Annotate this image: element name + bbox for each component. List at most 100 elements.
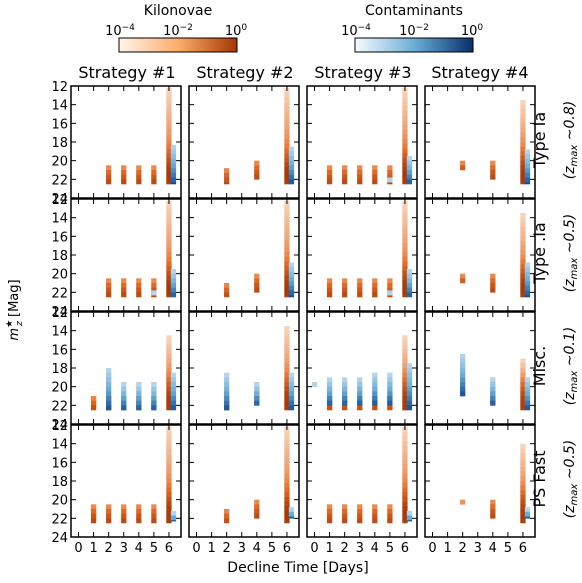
kilonova-bin [284, 238, 290, 244]
kilonova-bin [106, 179, 112, 185]
x-tick-label: 3 [238, 541, 246, 556]
row-label-2-name: Misc. [530, 346, 549, 386]
kilonova-bin [402, 275, 408, 281]
kilonova-bin [342, 287, 348, 293]
kilonova-column-0 [460, 499, 466, 505]
kilonova-bin [402, 224, 408, 230]
contaminant-bin [106, 368, 112, 373]
kilonova-column-2 [357, 278, 363, 298]
kilonova-bin [106, 174, 112, 180]
kilonova-bin [166, 219, 172, 225]
kilonova-bin [166, 377, 172, 383]
y-tick-label: 12 [51, 419, 68, 434]
kilonova-bin [402, 233, 408, 239]
kilonova-bin [284, 289, 290, 295]
kilonova-bin [372, 509, 378, 514]
contaminant-bin [170, 144, 177, 150]
kilonova-bin [490, 499, 496, 505]
contaminant-bin [288, 377, 295, 383]
kilonova-bin [402, 129, 408, 135]
kilonova-bin [166, 284, 172, 290]
contaminant-bin [288, 405, 295, 411]
kilonova-bin [326, 292, 333, 298]
kilonova-column-2 [520, 443, 526, 524]
kilonova-bin [166, 129, 172, 135]
contaminant-bin [406, 386, 413, 392]
kilonova-column-0 [90, 504, 97, 524]
kilonova-bin [520, 231, 526, 237]
contaminant-bin [460, 368, 466, 373]
kilonova-bin [166, 372, 172, 378]
kilonova-bin [520, 457, 526, 463]
panel-frame [188, 311, 300, 425]
contaminant-bin [326, 377, 333, 383]
kilonova-column-0 [224, 168, 230, 185]
heatmap-bins [460, 354, 531, 411]
kilonova-bin [372, 283, 378, 288]
kilonova-bin [402, 97, 408, 103]
kilonova-bin [520, 462, 526, 468]
contaminant-column-0 [387, 177, 393, 183]
colorbar-contaminants: Contaminants 10−4 10−2 100 [341, 3, 483, 53]
kilonova-bin [284, 506, 290, 512]
x-tick-label: 5 [386, 541, 394, 556]
contaminant-column-3 [151, 382, 157, 411]
y-tick-label: 18 [51, 362, 68, 377]
kilonova-bin [490, 160, 496, 166]
kilonova-bin [520, 481, 526, 486]
panel-frame [424, 85, 536, 199]
kilonova-bin [284, 205, 290, 211]
kilonova-bin [402, 120, 408, 126]
kilonova-bin [402, 111, 408, 117]
kilonova-column-0 [326, 504, 333, 524]
kilonova-bin [90, 405, 97, 411]
contaminant-bin [288, 174, 295, 180]
kilonova-bin [284, 219, 290, 225]
kilonova-bin [284, 340, 290, 345]
contaminant-bin [170, 273, 177, 279]
kilonova-bin [166, 120, 172, 126]
kilonova-bin [254, 283, 260, 288]
contaminant-column-2 [288, 372, 295, 411]
contaminant-bin [288, 396, 295, 401]
kilonova-bin [490, 513, 496, 519]
contaminant-bin [170, 287, 177, 293]
panel-frame [424, 311, 536, 425]
kilonova-bin [520, 504, 526, 510]
contaminant-bin [326, 396, 333, 401]
contaminant-bin [121, 400, 127, 406]
kilonova-bin [166, 501, 172, 507]
contaminant-bin [357, 377, 363, 383]
contaminant-bin [524, 154, 531, 160]
colorbar-contaminants-bar [354, 37, 474, 53]
y-tick-label: 16 [51, 230, 68, 245]
kilonova-bin [284, 515, 290, 521]
contaminant-bin [288, 165, 295, 171]
kilonova-bin [520, 368, 526, 373]
contaminant-bin [524, 516, 531, 519]
contaminant-bin [170, 386, 177, 392]
kilonova-bin [402, 349, 408, 355]
y-tick-label: 14 [51, 325, 68, 340]
kilonova-bin [284, 372, 290, 378]
kilonova-bin [166, 363, 172, 369]
kilonova-bin [224, 518, 230, 524]
heatmap-bins [106, 200, 177, 298]
contaminant-bin [170, 292, 177, 298]
kilonova-bin [357, 170, 363, 175]
kilonova-column-4 [151, 504, 157, 524]
contaminant-column-1 [121, 382, 127, 411]
x-tick-label: 4 [371, 541, 379, 556]
contaminant-bin [387, 396, 393, 401]
kilonova-column-1 [121, 278, 127, 298]
kilonova-bin [121, 513, 127, 519]
contaminant-bin [372, 386, 378, 392]
kilonova-bin [402, 167, 408, 173]
contaminant-column-2 [524, 377, 531, 411]
kilonova-bin [326, 179, 333, 185]
kilonova-bin [166, 176, 172, 182]
contaminant-column-1 [406, 156, 413, 185]
kilonova-bin [326, 509, 333, 514]
kilonova-bin [520, 490, 526, 496]
kilonova-bin [357, 509, 363, 514]
